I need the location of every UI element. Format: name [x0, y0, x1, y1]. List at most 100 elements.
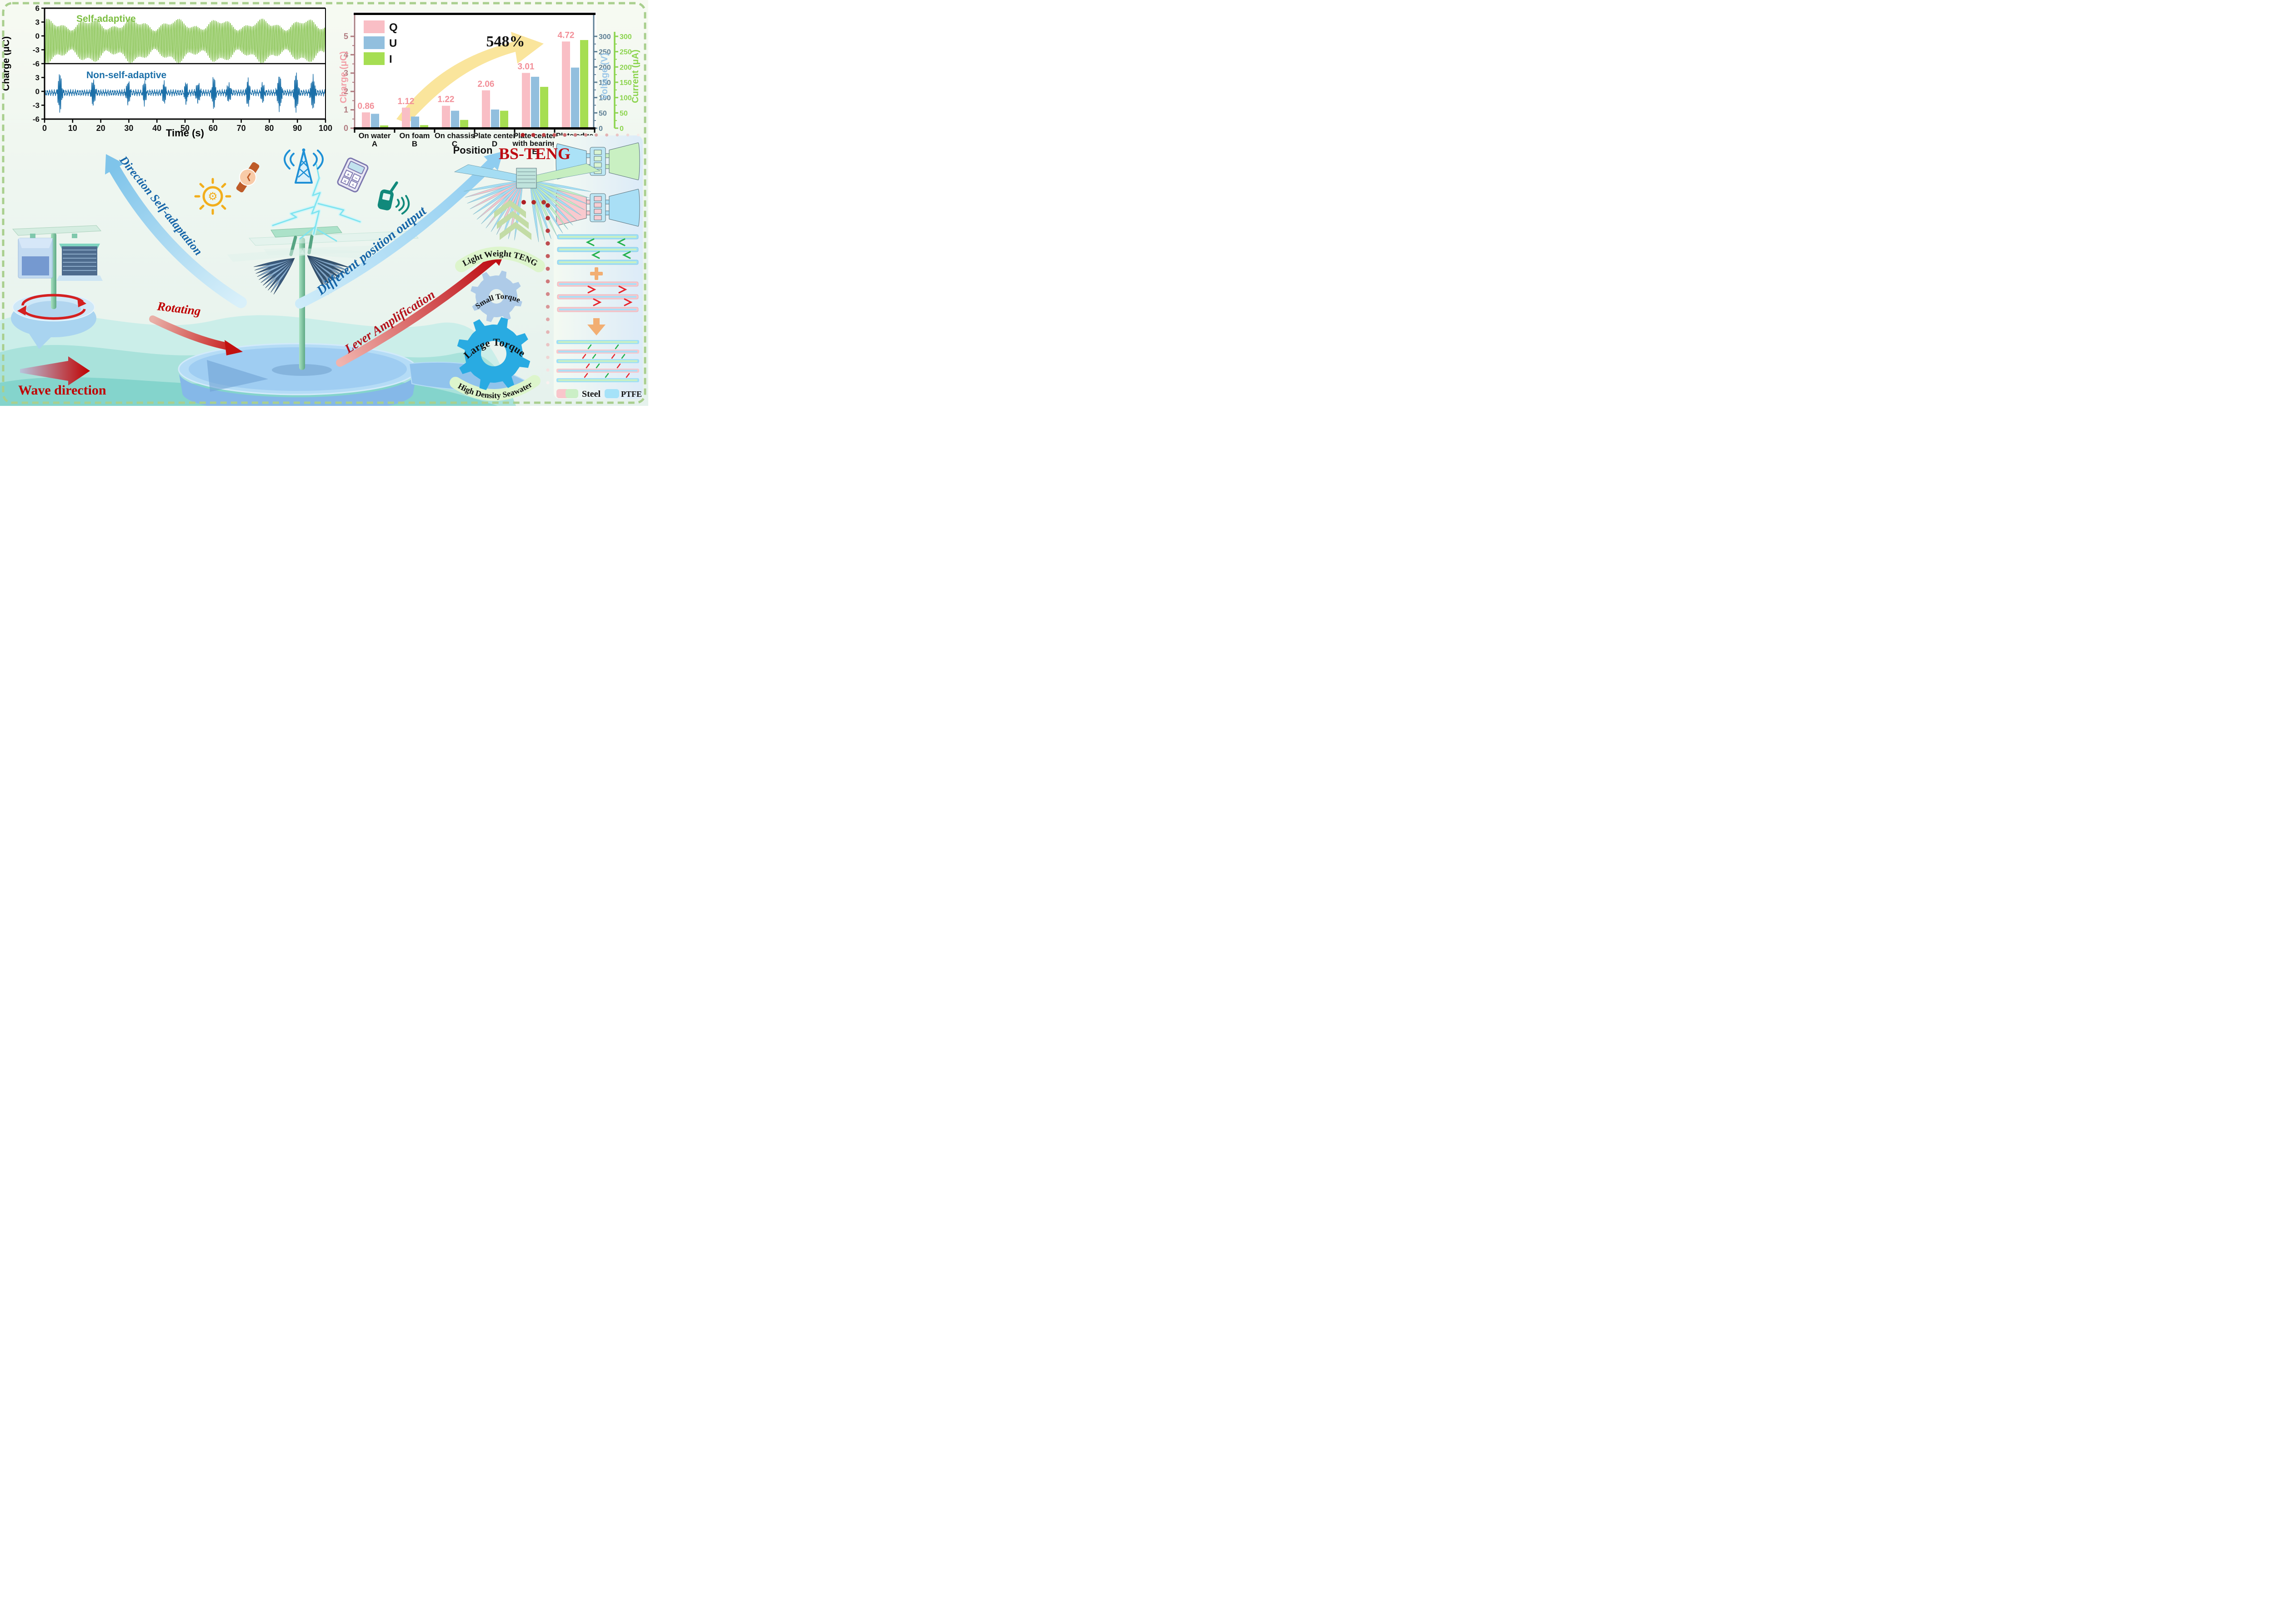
trail-dot [541, 200, 546, 205]
q-value-label: 4.72 [558, 30, 575, 40]
bar-i [460, 120, 468, 128]
x-tick: 10 [68, 124, 77, 133]
x-tick: 50 [180, 124, 190, 133]
bar-q [402, 107, 410, 128]
category-letter: D [492, 140, 497, 148]
category-letter: C [452, 140, 457, 148]
legend-label-I: I [389, 53, 392, 65]
bs-teng-label: BS-TENG [499, 145, 571, 163]
watch-icon [236, 162, 260, 193]
fan-hub-stack [516, 168, 537, 189]
trail-dot [595, 133, 598, 137]
direction-arrow [109, 163, 247, 308]
current-tick: 250 [620, 49, 632, 56]
trail-dot [573, 133, 577, 137]
category-name: On chassis [435, 132, 475, 140]
float-side [179, 372, 417, 406]
position-output-chart: 0123450501001502002503000501001502002503… [339, 13, 641, 156]
bar-q [482, 90, 490, 128]
plus-icon [590, 267, 603, 280]
charge-tick: 4 [344, 50, 348, 59]
bar-u [571, 67, 579, 128]
legend-label-U: U [389, 37, 397, 50]
trail-dot [546, 228, 550, 233]
x-tick: 70 [237, 124, 246, 133]
trail-dot [605, 133, 609, 137]
chart-top-frame [354, 13, 596, 15]
trail-dot [541, 133, 546, 137]
stack-pleats [63, 250, 96, 271]
y-tick: 3 [35, 18, 40, 27]
category-letter: E [532, 147, 537, 156]
fan-leaf [253, 258, 295, 267]
charge-tick: 3 [344, 69, 348, 78]
combined-plate-stack [556, 340, 639, 382]
self-adaptive-label: Self-adaptive [76, 14, 136, 24]
bar-q [562, 41, 570, 128]
charge-tick: 1 [344, 105, 348, 115]
chart-baseline [354, 127, 596, 130]
figure-border [2, 2, 646, 404]
bar-u [411, 116, 419, 128]
large-gear [457, 317, 531, 390]
trail-dot [584, 133, 588, 137]
structure-panel: Steel PTFE [554, 135, 643, 399]
calc-key-plus: + [345, 172, 350, 178]
gear-glyph: ⚙ [208, 191, 218, 203]
bar-q [522, 73, 530, 128]
calc-key-divide: ÷ [350, 182, 355, 188]
box-core [22, 256, 49, 275]
wave-direction-arrow [20, 356, 90, 385]
category-name2: with bearing [512, 140, 556, 148]
trail-dot [546, 216, 550, 220]
category-letter: A [372, 140, 377, 148]
hanger [72, 234, 77, 238]
trail-dot [552, 133, 556, 137]
trail-dot [546, 330, 550, 334]
trail-dot [546, 317, 550, 321]
steel-swatch-green [566, 389, 578, 398]
non-self-adaptive-trace [44, 72, 326, 113]
charge-tick: 2 [344, 87, 348, 96]
glass-plate-top [248, 230, 419, 246]
hanger [30, 234, 35, 238]
stack-tray [56, 275, 103, 281]
y-tick: -3 [33, 46, 40, 55]
ptfe-swatch [605, 389, 619, 398]
trail-dot [546, 368, 550, 372]
y-tick: 0 [35, 32, 40, 40]
category-name: On water [359, 132, 391, 140]
wave-direction-label: Wave direction [18, 383, 106, 398]
center-fan-right [307, 255, 350, 295]
trail-dot [546, 254, 550, 258]
calc-key-times: × [342, 178, 347, 185]
trail-dot [626, 133, 630, 137]
rotating-arrowhead [225, 340, 243, 355]
x-tick: 100 [319, 124, 332, 133]
light-bulb-gear-icon: ⚙ [194, 178, 231, 215]
hub-pleats [517, 171, 536, 183]
bar-chart-xlabel: Position [453, 145, 493, 156]
rotating-arrow [149, 315, 231, 350]
category-letter: B [412, 140, 417, 148]
bar-i [420, 125, 428, 128]
trail-dot [616, 133, 619, 137]
x-tick: 60 [209, 124, 218, 133]
line-chart-xlabel: Time (s) [166, 127, 204, 139]
green-motion-arrows [586, 238, 631, 259]
center-fan-left [253, 258, 295, 295]
trail-dot [546, 343, 550, 347]
application-icons: ⚙ + − [194, 148, 410, 215]
right-teng-stack [62, 246, 97, 275]
voltage-tick: 50 [599, 110, 607, 117]
trail-dot [563, 133, 567, 137]
down-arrow-icon [587, 318, 606, 335]
voltage-tick: 0 [599, 125, 603, 133]
walkie-talkie-icon [377, 181, 410, 215]
bar-q [442, 105, 450, 128]
x-tick: 20 [96, 124, 105, 133]
calculator-icon: + − × ÷ [337, 157, 369, 193]
box-lid [18, 238, 53, 248]
rotating-label: Rotating [156, 299, 201, 318]
legend-swatch-Q [364, 20, 385, 33]
